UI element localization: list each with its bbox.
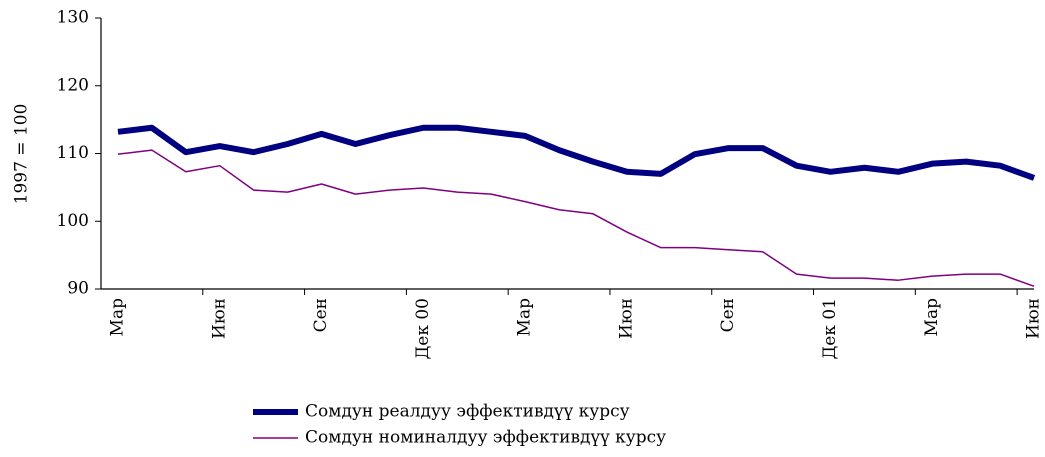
x-tick-label: Дек 00 (413, 298, 433, 360)
x-tick-label: Сен (718, 298, 738, 332)
x-tick-label: Мар (107, 298, 127, 337)
y-tick-label: 130 (57, 8, 89, 28)
x-tick-label: Мар (922, 298, 942, 337)
y-tick-label: 120 (57, 75, 89, 95)
legend-label: Сомдун реалдуу эффективдүү курсу (305, 402, 630, 422)
x-tick-label: Июн (209, 298, 229, 339)
y-axis-label: 1997 = 100 (12, 104, 32, 205)
legend-label: Сомдун номиналдуу эффективдүү курсу (305, 428, 666, 448)
x-tick-label: Дек 01 (820, 298, 840, 360)
x-tick-label: Июн (1024, 298, 1044, 339)
x-tick-label: Мар (515, 298, 535, 337)
y-tick-label: 110 (57, 143, 89, 163)
series-line (117, 124, 1036, 181)
series-line (117, 149, 1035, 287)
y-tick-label: 90 (67, 279, 89, 299)
x-tick-label: Июн (616, 298, 636, 339)
x-tick-label: Сен (311, 298, 331, 332)
y-tick-label: 100 (57, 211, 89, 231)
